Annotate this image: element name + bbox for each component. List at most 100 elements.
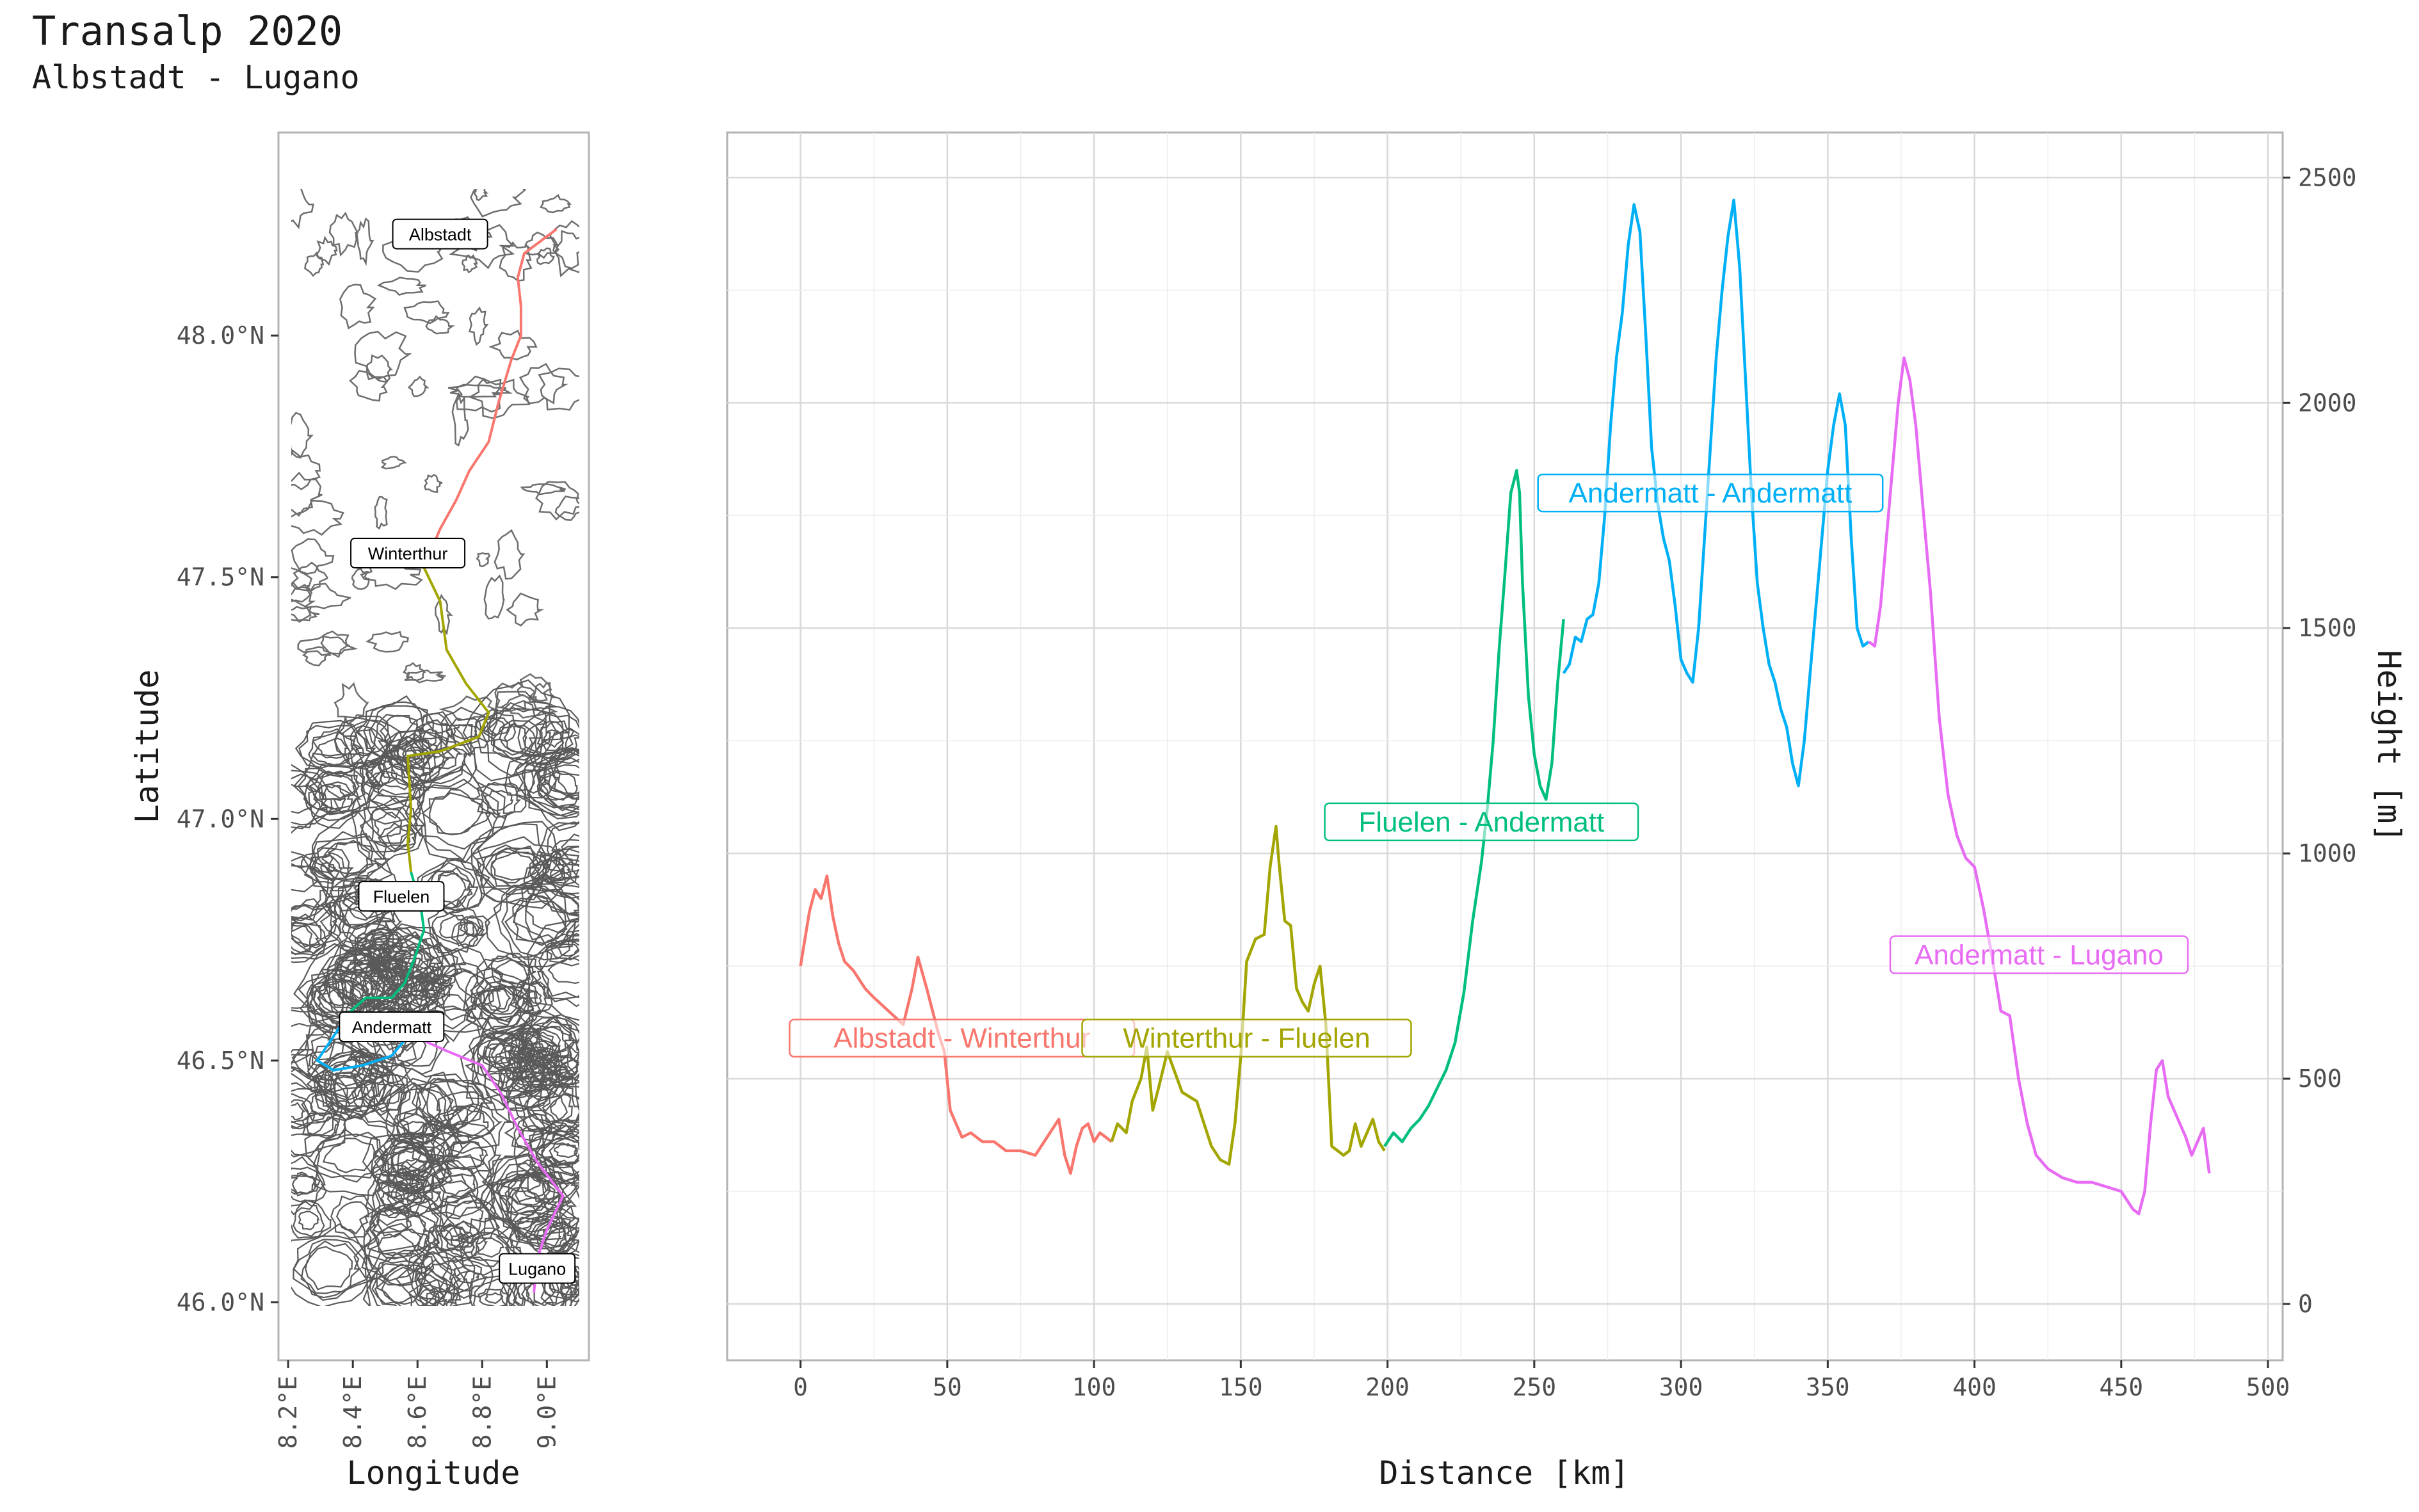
contour-line — [291, 1099, 310, 1123]
contour-line — [499, 723, 536, 753]
contour-line — [291, 1093, 315, 1130]
contour-line — [322, 1138, 380, 1173]
contour-line — [536, 721, 570, 752]
contour-line — [422, 1159, 479, 1207]
contour-line — [470, 1232, 511, 1262]
contour-line — [369, 934, 452, 998]
contour-line — [304, 252, 325, 277]
contour-line — [293, 1200, 325, 1237]
contour-line — [520, 483, 566, 495]
map-y-tick-label: 46.5°N — [177, 1047, 264, 1075]
contour-line — [513, 1118, 579, 1185]
elevation-y-tick-label: 500 — [2298, 1065, 2342, 1093]
contour-line — [476, 844, 547, 890]
contour-line — [462, 679, 570, 782]
elevation-x-tick-label: 100 — [1072, 1373, 1116, 1401]
contour-line — [324, 1063, 374, 1111]
contour-line — [415, 1073, 486, 1132]
contour-line — [321, 839, 374, 874]
contour-line — [426, 992, 473, 1030]
contour-line — [547, 821, 579, 879]
map-route-4 — [414, 1035, 565, 1293]
elevation-series-2 — [1383, 469, 1565, 1147]
contour-line — [366, 631, 409, 653]
elevation-y-axis-title: Height [m] — [2370, 650, 2407, 842]
contour-line — [380, 455, 407, 470]
elevation-series-4 — [1868, 356, 2211, 1216]
contour-line — [551, 833, 579, 866]
contour-line — [518, 362, 568, 405]
contour-line — [538, 748, 579, 812]
city-label-box — [358, 881, 445, 912]
contour-line — [325, 1072, 369, 1105]
contour-line — [401, 942, 467, 985]
contour-line — [485, 1292, 504, 1305]
contour-line — [538, 367, 579, 411]
elevation-y-tick-label: 1000 — [2298, 839, 2357, 867]
contour-line — [468, 378, 530, 419]
contour-line — [465, 986, 534, 1033]
contour-line — [395, 1177, 427, 1206]
contour-line — [509, 980, 553, 1015]
map-y-tick-label: 47.5°N — [177, 563, 264, 591]
contour-line — [529, 727, 579, 810]
contour-line — [291, 1082, 337, 1129]
series-label-text: Fluelen - Andermatt — [1358, 807, 1604, 838]
contour-line — [362, 1133, 453, 1194]
contour-line — [488, 1036, 535, 1074]
contour-line — [293, 752, 383, 821]
contour-line — [426, 1077, 474, 1129]
contour-line — [367, 1232, 423, 1282]
series-label-text: Andermatt - Andermatt — [1569, 478, 1852, 509]
contour-line — [499, 241, 533, 282]
contour-line — [518, 1056, 568, 1090]
contour-line — [376, 1256, 423, 1305]
contour-line — [334, 939, 387, 988]
contour-line — [526, 1074, 579, 1143]
map-axes: 46.0°N 46.5°N 47.0°N 47.5°N 48.0°N 8.2°E 8.4°E… — [177, 321, 561, 1449]
city-label-box — [499, 1253, 576, 1284]
contour-line — [516, 1201, 579, 1254]
map-y-tick-label: 46.0°N — [177, 1288, 264, 1316]
contour-line — [291, 784, 319, 814]
contour-line — [472, 1278, 518, 1306]
contour-line — [451, 392, 469, 447]
elevation-x-tick-label: 150 — [1219, 1373, 1263, 1401]
contour-line — [395, 1241, 476, 1306]
contour-line — [487, 1153, 553, 1212]
contour-line — [327, 841, 370, 879]
contour-line — [291, 471, 323, 517]
contour-line — [328, 211, 359, 257]
contour-line — [291, 1102, 306, 1121]
contour-line — [473, 189, 489, 202]
contour-line — [316, 1049, 391, 1120]
contour-line — [528, 1020, 579, 1084]
contour-line — [291, 1173, 321, 1195]
contour-line — [421, 1077, 480, 1126]
contour-line — [307, 1048, 406, 1121]
contour-line — [362, 1263, 450, 1306]
contour-line — [476, 1024, 545, 1093]
contour-line — [476, 552, 491, 568]
contour-line — [291, 769, 344, 830]
contour-line — [461, 1227, 515, 1267]
map-y-tick-label: 47.0°N — [177, 805, 264, 833]
map-city-label-fluelen: Fluelen — [358, 881, 445, 912]
contour-line — [385, 934, 445, 993]
contour-line — [473, 1013, 553, 1099]
contour-line — [406, 1251, 470, 1305]
map-city-labels: Albstadt Winterthur Fluelen Andermatt Lugano — [339, 218, 576, 1284]
elevation-series-1 — [1110, 824, 1386, 1166]
elevation-y-tick-label: 0 — [2298, 1290, 2313, 1318]
contour-line — [541, 1142, 579, 1166]
contour-line — [543, 861, 579, 899]
contour-line — [431, 1120, 502, 1191]
contour-line — [371, 806, 413, 848]
contour-line — [291, 855, 329, 921]
contour-line — [431, 1166, 476, 1203]
contour-line — [523, 846, 579, 916]
elevation-x-axis-title: Distance [km] — [1379, 1454, 1629, 1492]
contour-line — [435, 593, 453, 636]
contour-line — [477, 1288, 510, 1306]
contour-line — [483, 574, 505, 620]
